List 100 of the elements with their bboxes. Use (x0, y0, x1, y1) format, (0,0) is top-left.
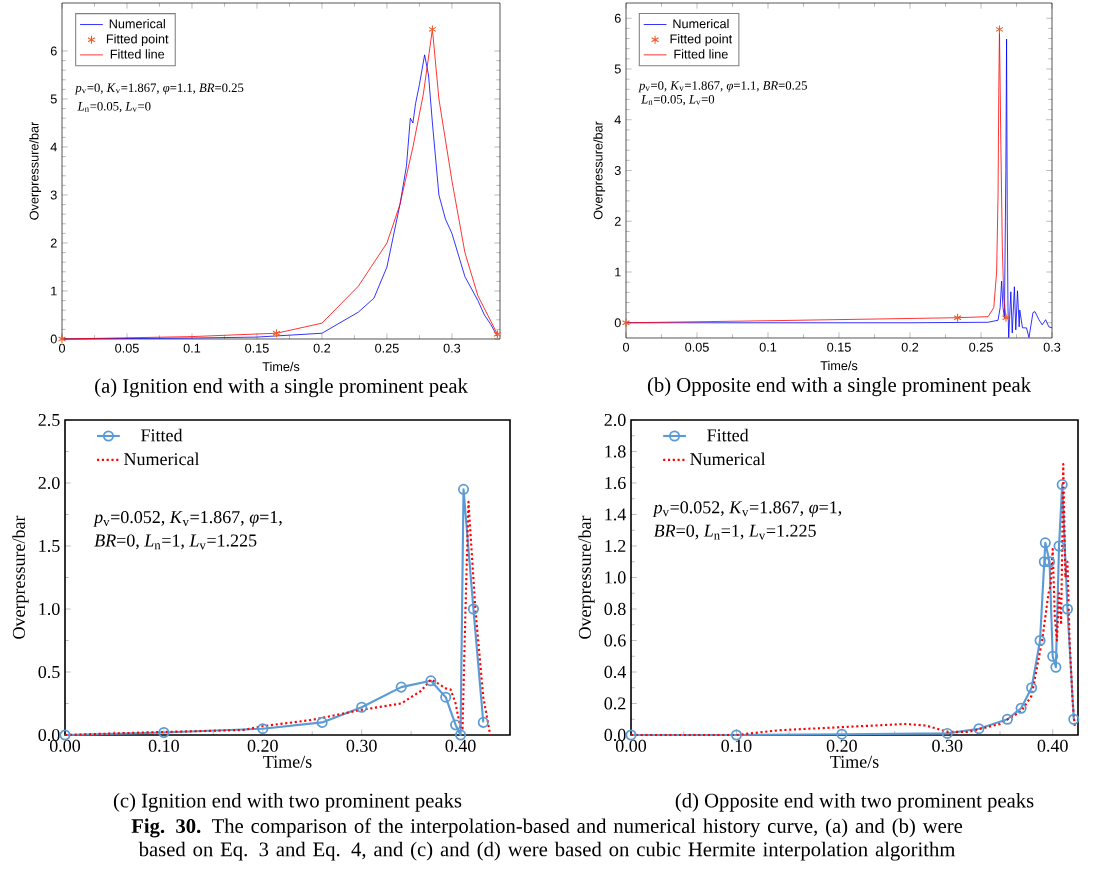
point (395, 681, 407, 693)
text: (d) Opposite end with two prominent peaks (675, 793, 1034, 812)
x-tick-label: 0.05 (685, 342, 709, 352)
point (158, 726, 170, 739)
point (1039, 537, 1051, 549)
x-tick-label: 0.40 (1037, 739, 1068, 752)
point (1001, 713, 1013, 725)
y-tick-label: 3 (50, 190, 57, 200)
x-tick-label: 0.15 (245, 343, 269, 353)
y-tick-label: 2.0 (38, 476, 60, 490)
y-tick-label: 2 (50, 238, 57, 248)
text: Fig. 30. The comparison of the interpolation-based and numerical history curve, (a) and (b) were based on Eq. 3 and Eq. 4, and (c) and (d) were based on cubic Hermite interpolation algorithm (131, 818, 963, 861)
x-tick-label: 0.2 (313, 343, 331, 353)
y-tick-label: 0.5 (38, 665, 60, 679)
x-tick-label: 0.20 (247, 739, 278, 752)
point (257, 723, 269, 735)
y-axis-title: Overpressure/bar (578, 515, 595, 639)
annotation: p$_{v}$=0.052, K$_{v}$=1.867, φ=1, (93, 511, 282, 527)
x-tick-label: 0.00 (49, 739, 81, 752)
y-tick-label: 0.0 (604, 728, 626, 742)
y-tick-label: 2.5 (38, 413, 60, 427)
point (1053, 540, 1065, 552)
point (457, 483, 470, 495)
point (1002, 313, 1010, 323)
text: (a) Ignition end with a single prominent peak (95, 378, 468, 398)
x-tick-label: 0.10 (148, 739, 179, 752)
x-tick-label: 0.2 (901, 342, 919, 352)
annotation: L$_{n}$=0.05, L$_{v}$=0 (641, 94, 715, 106)
y-tick-label: 0.2 (604, 697, 626, 710)
y-tick-label: 0 (614, 318, 621, 328)
legend-label: Numerical (690, 452, 766, 466)
point (1050, 661, 1062, 673)
y-tick-label: 1.6 (605, 476, 626, 490)
y-tick-label: 6 (614, 13, 621, 23)
x-tick-label: 0.30 (932, 739, 963, 752)
x-tick-label: 0.15 (827, 342, 851, 352)
x-tick-label: 0.3 (1043, 342, 1061, 352)
y-tick-label: 1.8 (605, 445, 626, 458)
text: p$_{v}$=0, K$_{v}$=1.867, φ=1.1, BR=0.25 (638, 81, 807, 93)
y-tick-label: 0.8 (604, 602, 626, 616)
legend-label: Fitted (141, 428, 183, 442)
legend-label: Fitted (707, 428, 749, 442)
legend-label: Numerical (109, 18, 165, 29)
y-tick-label: 1 (615, 267, 621, 277)
point (58, 334, 67, 344)
annotation: p$_{v}$=0.052, K$_{v}$=1.867, φ=1, (652, 501, 842, 518)
x-tick-label: 0.20 (826, 739, 857, 752)
legend-label: Numerical (673, 18, 729, 29)
point (1015, 702, 1027, 714)
point (316, 716, 328, 728)
point (622, 318, 631, 328)
x-tick-label: 0.1 (759, 342, 777, 352)
annotation: BR=0, L$_{n}$=1, L$_{v}$=1.225 (653, 524, 816, 540)
point (272, 328, 281, 338)
x-axis-title: Time/s (830, 755, 879, 768)
y-tick-label: 1.0 (605, 571, 626, 584)
y-tick-label: 2.0 (604, 413, 626, 427)
point (941, 727, 953, 739)
point (493, 329, 502, 339)
y-tick-label: 1.4 (605, 508, 627, 521)
point (440, 691, 452, 703)
legend-label: Numerical (124, 452, 200, 466)
y-tick-label: 0.6 (604, 634, 626, 647)
y-tick-label: 0.4 (604, 665, 627, 679)
y-tick-label: 5 (614, 64, 621, 74)
x-tick-label: 0.00 (615, 739, 647, 752)
x-tick-label: 0.25 (375, 343, 399, 353)
point (1026, 682, 1038, 694)
y-tick-label: 0.0 (38, 728, 60, 742)
point (428, 24, 437, 34)
x-axis-title: Time/s (263, 755, 312, 768)
y-tick-label: 4 (614, 115, 621, 125)
x-tick-label: 0.3 (443, 343, 461, 353)
y-tick-label: 1.0 (39, 602, 60, 616)
point (1068, 713, 1080, 725)
legend-label: Fitted point (670, 34, 733, 46)
point (425, 675, 437, 687)
text: (c) Ignition end with two prominent peaks (113, 793, 462, 812)
point (1034, 634, 1046, 647)
x-axis-title: Time/s (820, 360, 858, 371)
y-tick-label: 1.5 (39, 539, 60, 553)
annotation: BR=0, L$_{n}$=1, L$_{v}$=1.225 (94, 534, 257, 550)
legend-label: Fitted point (106, 34, 169, 46)
point (836, 728, 848, 740)
x-tick-label: 0.10 (721, 739, 752, 752)
y-tick-label: 6 (50, 46, 57, 56)
point (1056, 479, 1068, 491)
y-tick-label: 4 (50, 142, 57, 152)
point (973, 723, 985, 735)
x-tick-label: 0.1 (183, 343, 201, 353)
point (450, 719, 462, 731)
text: (b) Opposite end with a single prominent peak (647, 377, 1032, 397)
y-axis-title: Overpressure/bar (593, 121, 606, 220)
point (356, 701, 368, 713)
y-axis-title: Overpressure/bar (29, 121, 42, 220)
point (953, 313, 962, 323)
y-axis-title: Overpressure/bar (12, 515, 29, 639)
y-tick-label: 5 (50, 94, 57, 104)
x-tick-label: 0.30 (346, 739, 377, 752)
legend-label: Fitted line (110, 49, 165, 59)
